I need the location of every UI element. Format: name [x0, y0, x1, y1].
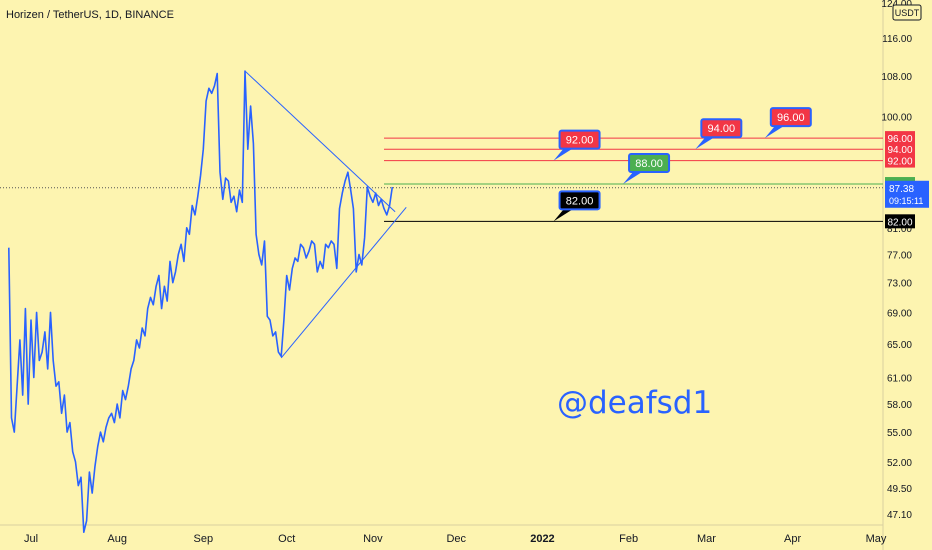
y-tick-label: 49.50	[887, 484, 912, 495]
x-tick-label: Nov	[363, 533, 383, 545]
y-tick-label: 116.00	[882, 34, 912, 45]
trendline	[280, 207, 407, 359]
callout-box	[558, 190, 601, 211]
x-tick-label: Jul	[24, 533, 38, 545]
callout-box	[558, 129, 601, 150]
currency-label: USDT	[895, 8, 920, 18]
y-tick-label: 55.00	[887, 428, 912, 439]
callout-box	[769, 107, 812, 128]
callout-label: 82.00	[566, 195, 594, 207]
current-price-label: 87.38	[889, 184, 914, 195]
y-tick-label: 58.00	[887, 400, 912, 411]
axis-level-label: 96.00	[887, 134, 912, 145]
countdown-label: 09:15:11	[889, 196, 923, 206]
callout-pointer	[553, 148, 573, 161]
callout-pointer	[623, 172, 643, 185]
y-tick-label: 65.00	[887, 340, 912, 351]
y-tick-label: 47.10	[887, 510, 912, 521]
x-tick-label: May	[866, 533, 887, 545]
axis-level-label: 94.00	[887, 145, 912, 156]
callout-pointer	[764, 126, 784, 139]
callout-label: 94.00	[708, 123, 736, 135]
x-tick-label: Oct	[278, 533, 295, 545]
callout-box	[700, 118, 743, 139]
trendline	[244, 70, 396, 213]
callout-label: 92.00	[566, 135, 594, 147]
x-tick-label: 2022	[530, 533, 554, 545]
chart-title: Horizen / TetherUS, 1D, BINANCE	[6, 9, 174, 21]
y-tick-label: 73.00	[887, 279, 912, 290]
axis-level-label: 92.00	[887, 157, 912, 168]
y-tick-label: 61.00	[887, 373, 912, 384]
x-tick-label: Mar	[697, 533, 716, 545]
y-tick-label: 100.00	[881, 113, 912, 124]
axis-level-badge	[885, 214, 915, 229]
x-tick-label: Sep	[194, 533, 214, 545]
y-tick-label: 69.00	[887, 308, 912, 319]
callout-pointer	[553, 209, 573, 222]
axis-level-label: 82.00	[887, 217, 912, 228]
y-tick-label: 52.00	[887, 458, 912, 469]
x-tick-label: Feb	[619, 533, 638, 545]
axis-level-badge	[885, 153, 915, 168]
currency-tag	[892, 4, 922, 21]
callout-pointer	[695, 137, 715, 150]
y-tick-label: 81.00	[887, 224, 912, 235]
y-tick-label: 77.00	[887, 251, 912, 262]
axis-level-badge	[885, 142, 915, 157]
x-tick-label: Aug	[107, 533, 127, 545]
axis-level-badge	[885, 131, 915, 146]
price-line	[8, 70, 394, 533]
x-tick-label: Dec	[446, 533, 466, 545]
current-price-badge	[885, 180, 929, 208]
y-tick-label: 108.00	[881, 72, 912, 83]
watermark-text: @deafsd1	[557, 385, 713, 421]
callout-box	[628, 153, 671, 174]
callout-label: 96.00	[777, 112, 805, 124]
x-tick-label: Apr	[784, 533, 801, 545]
callout-label: 88.00	[635, 158, 663, 170]
